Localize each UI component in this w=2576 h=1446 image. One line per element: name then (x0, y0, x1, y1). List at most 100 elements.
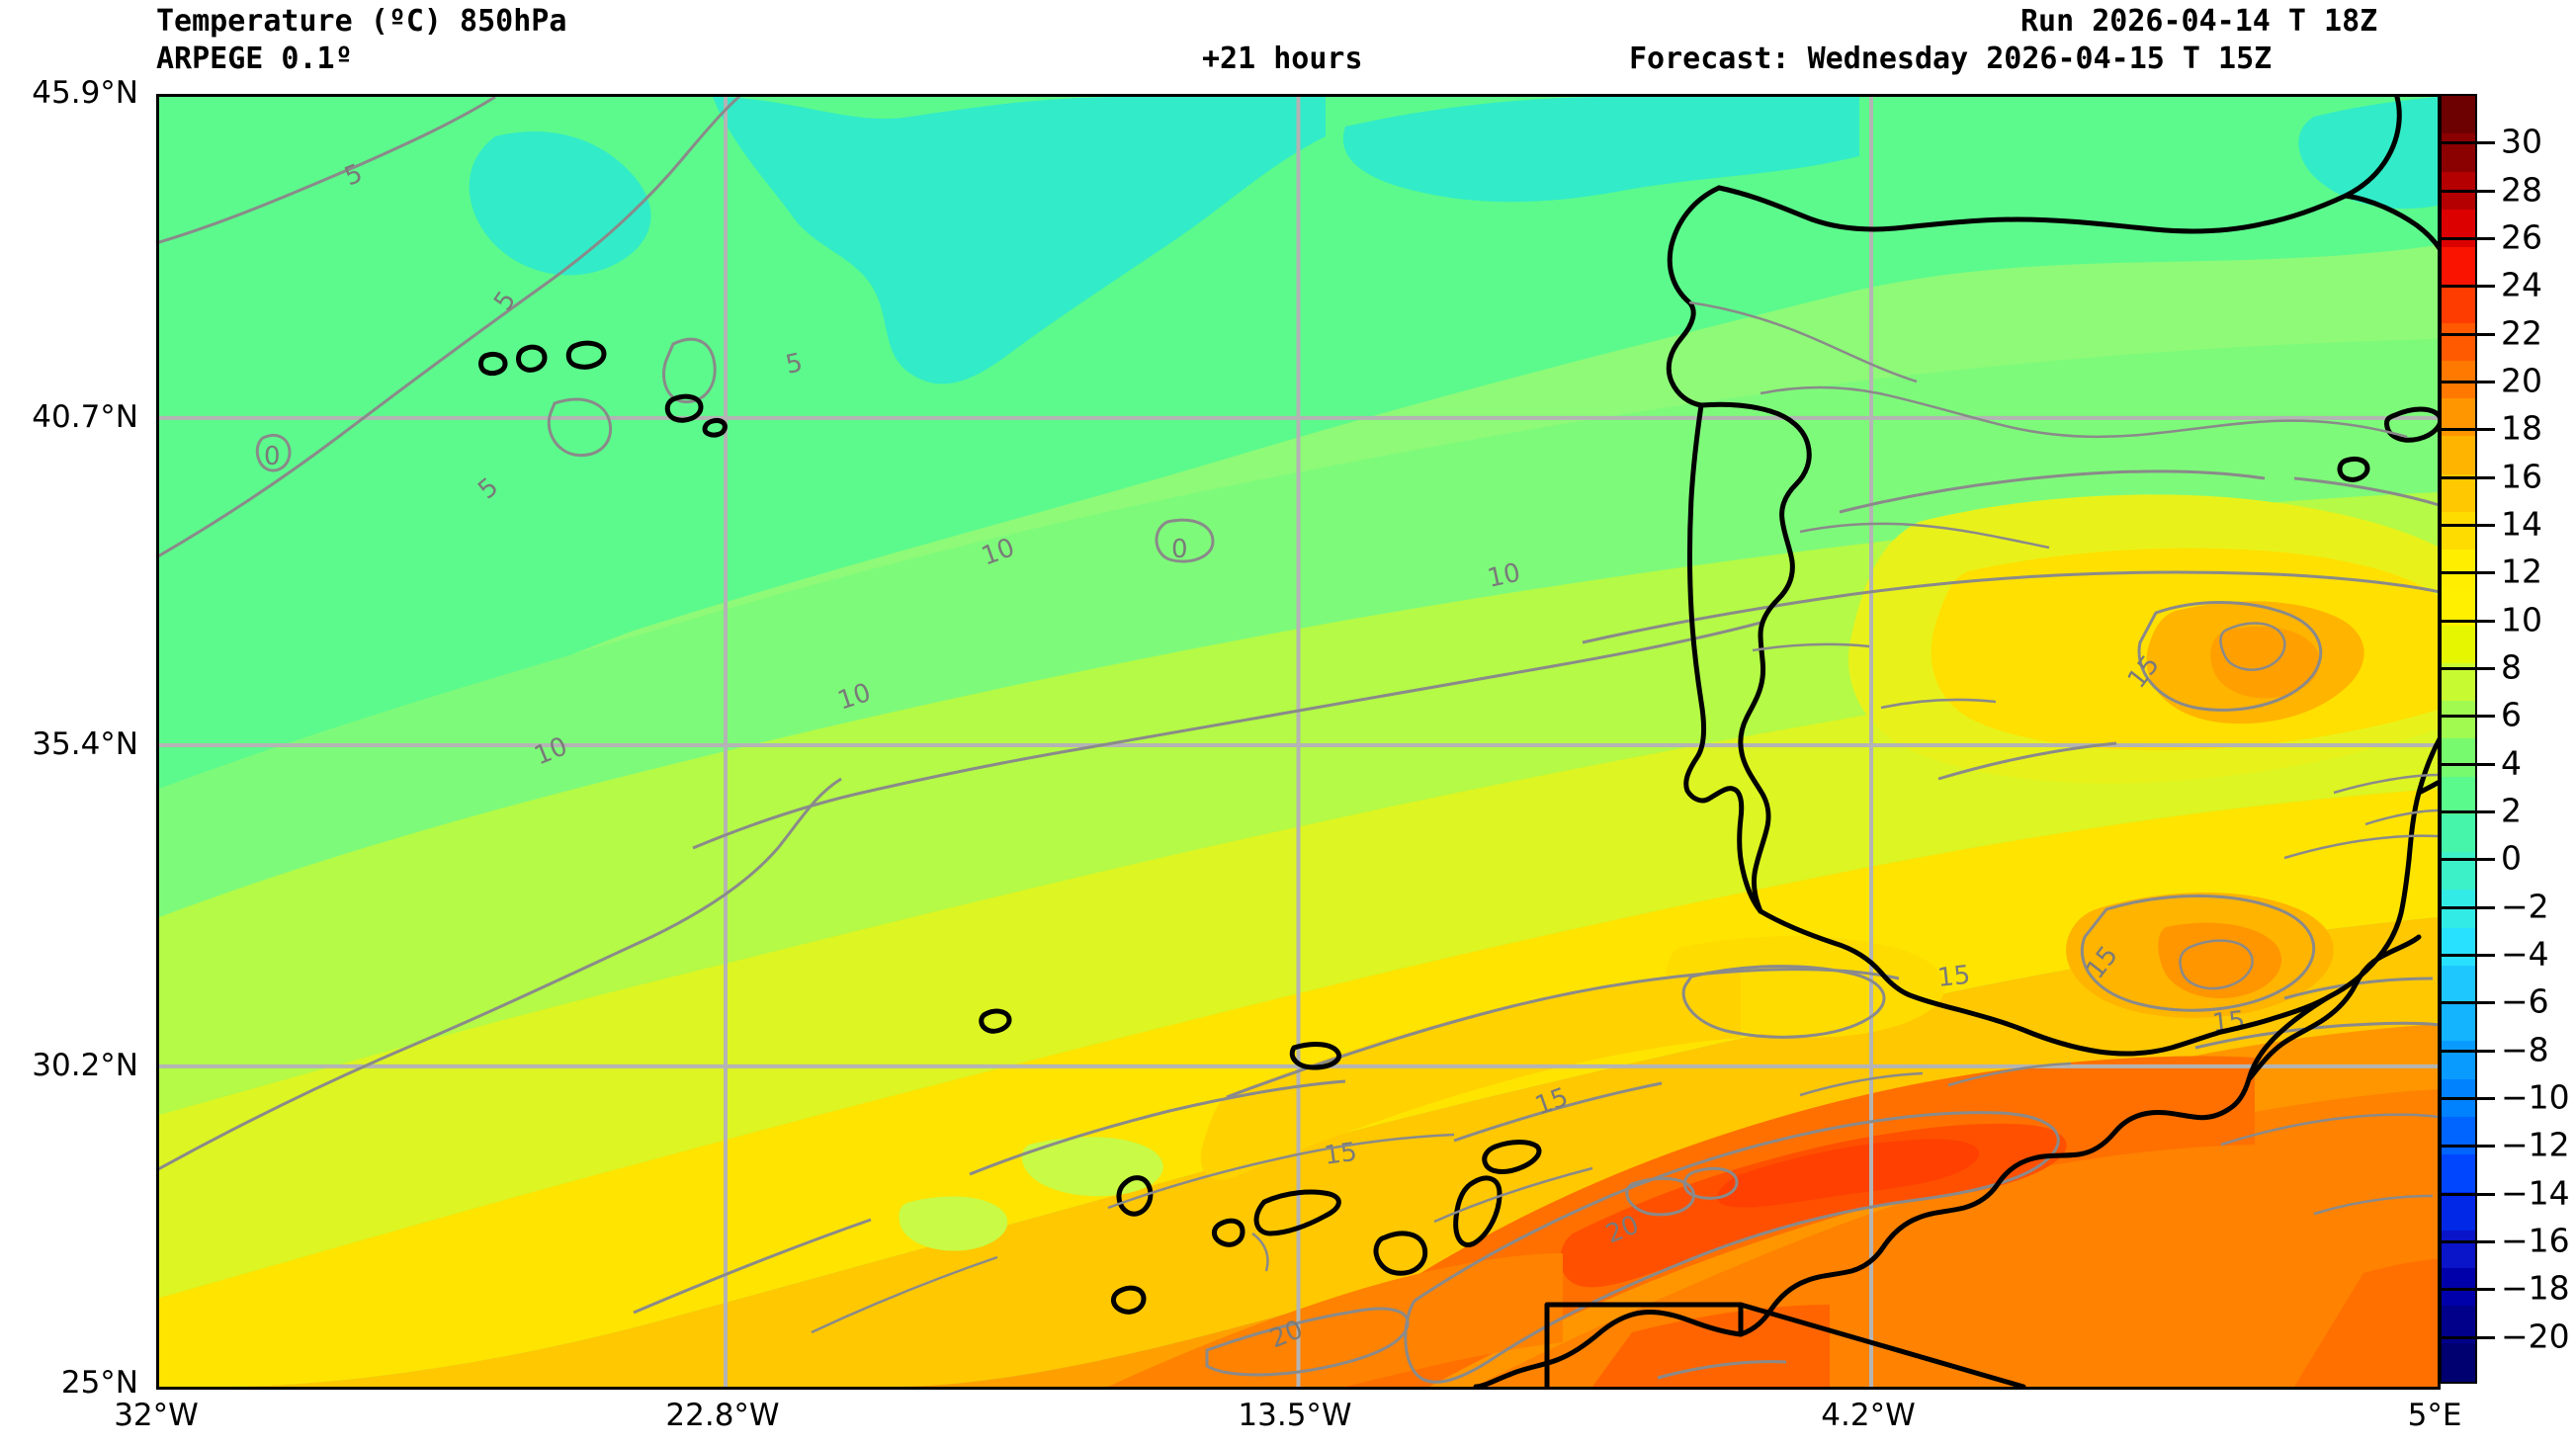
colorbar-tick-label: 10 (2501, 600, 2542, 639)
colorbar-tick-label: 14 (2501, 504, 2542, 544)
colorbar-swatch (2442, 965, 2475, 1003)
colorbar-swatch (2442, 927, 2475, 966)
colorbar-tick (2440, 1049, 2495, 1053)
x-axis-label-0: 32°W (114, 1398, 199, 1433)
colorbar-tick-label: −12 (2501, 1125, 2570, 1164)
y-axis-label-1: 40.7°N (32, 399, 138, 435)
colorbar-tick (2440, 571, 2495, 575)
colorbar-tick-label: −16 (2501, 1221, 2570, 1260)
y-axis-label-4: 25°N (60, 1365, 138, 1401)
colorbar-swatch (2442, 360, 2475, 398)
colorbar-tick-label: 26 (2501, 217, 2542, 257)
colorbar-tick-label: −14 (2501, 1173, 2570, 1213)
colorbar-tick-label: −2 (2501, 887, 2549, 926)
colorbar-tick (2440, 381, 2495, 383)
svg-text:10: 10 (1485, 558, 1523, 594)
y-axis-label-2: 35.4°N (32, 726, 138, 762)
colorbar-tick (2440, 1335, 2495, 1339)
colorbar-swatch (2442, 247, 2475, 286)
forecast-time-label: Forecast: Wednesday 2026-04-15 T 15Z (1629, 42, 2273, 76)
colorbar-tick (2440, 475, 2495, 479)
svg-text:0: 0 (1171, 535, 1188, 564)
colorbar-tick (2440, 332, 2495, 336)
x-axis-label-4: 5°E (2407, 1398, 2462, 1433)
colorbar-swatch (2442, 511, 2475, 550)
colorbar-swatch (2442, 209, 2475, 247)
colorbar-tick (2440, 715, 2495, 719)
colorbar-tick-label: 12 (2501, 552, 2542, 591)
colorbar-tick (2440, 1288, 2495, 1292)
svg-text:5: 5 (783, 348, 805, 381)
colorbar-swatch (2442, 587, 2475, 626)
colorbar-tick (2440, 905, 2495, 909)
colorbar-tick-label: 0 (2501, 838, 2522, 878)
colorbar-tick-label: 4 (2501, 743, 2522, 783)
colorbar-tick (2440, 667, 2495, 670)
colorbar-tick-label: −10 (2501, 1077, 2570, 1117)
colorbar-tick (2440, 1001, 2495, 1005)
colorbar-tick (2440, 619, 2495, 623)
colorbar-tick (2440, 285, 2495, 289)
colorbar-swatch (2442, 322, 2475, 361)
colorbar-tick (2440, 237, 2495, 240)
colorbar-tick-label: 2 (2501, 791, 2522, 830)
colorbar-swatch (2442, 1041, 2475, 1079)
model-label: ARPEGE 0.1º (156, 42, 353, 76)
colorbar-tick (2440, 1097, 2495, 1100)
colorbar-tick (2440, 1145, 2495, 1148)
colorbar-tick-label: −18 (2501, 1268, 2570, 1308)
colorbar-tick-label: −6 (2501, 981, 2549, 1021)
colorbar-tick-label: 30 (2501, 122, 2542, 161)
y-axis-label-0: 45.9°N (32, 75, 138, 111)
colorbar-tick-label: 6 (2501, 695, 2522, 734)
colorbar-tick (2440, 810, 2495, 813)
colorbar-tick (2440, 524, 2495, 527)
colorbar-swatch (2442, 738, 2475, 777)
x-axis-label-2: 13.5°W (1238, 1398, 1352, 1433)
colorbar-swatch (2442, 701, 2475, 739)
colorbar-swatch (2442, 550, 2475, 588)
x-axis-label-3: 4.2°W (1821, 1398, 1916, 1433)
colorbar-swatch (2442, 1192, 2475, 1231)
colorbar-swatch (2442, 776, 2475, 814)
colorbar-tick (2440, 762, 2495, 766)
administrative-lines (811, 300, 2438, 1334)
colorbar-tick (2440, 858, 2495, 862)
colorbar-swatch (2442, 96, 2475, 134)
colorbar-swatch (2442, 473, 2475, 512)
coastline-outlines (478, 97, 2438, 1387)
map-gridlines (159, 97, 2438, 1387)
run-time-label: Run 2026-04-14 T 18Z (2020, 4, 2378, 39)
colorbar-swatch (2442, 133, 2475, 172)
svg-text:0: 0 (264, 442, 281, 471)
colorbar-tick-label: −4 (2501, 934, 2549, 974)
page-title: Temperature (ºC) 850hPa (156, 4, 567, 39)
colorbar-tick-label: 20 (2501, 361, 2542, 400)
colorbar-swatch (2442, 1154, 2475, 1193)
colorbar-tick (2440, 141, 2495, 145)
colorbar-swatch (2442, 1116, 2475, 1154)
colorbar-tick-label: 28 (2501, 170, 2542, 210)
colorbar-swatch (2442, 813, 2475, 852)
colorbar-swatch (2442, 1003, 2475, 1042)
isotherm-contours (159, 97, 2438, 1384)
colorbar-tick (2440, 1192, 2495, 1196)
svg-text:15: 15 (1323, 1138, 1359, 1171)
colorbar-tick (2440, 189, 2495, 193)
colorbar-swatch (2442, 625, 2475, 663)
colorbar-swatch (2442, 436, 2475, 474)
colorbar-tick-label: 24 (2501, 265, 2542, 304)
colorbar-tick-label: 8 (2501, 647, 2522, 687)
svg-text:15: 15 (1936, 961, 1972, 993)
colorbar-tick-label: −20 (2501, 1317, 2570, 1356)
colorbar-tick-label: 18 (2501, 408, 2542, 448)
x-axis-label-1: 22.8°W (665, 1398, 780, 1433)
colorbar-tick (2440, 428, 2495, 432)
colorbar-swatch (2442, 1267, 2475, 1306)
colorbar-swatch (2442, 1343, 2475, 1382)
colorbar-swatch (2442, 1230, 2475, 1268)
y-axis-label-3: 30.2°N (32, 1048, 138, 1083)
lead-time-label: +21 hours (1202, 42, 1363, 76)
temperature-field-svg: 5 5 5 0 0 5 10 10 10 10 15 15 15 15 15 1… (159, 97, 2438, 1387)
